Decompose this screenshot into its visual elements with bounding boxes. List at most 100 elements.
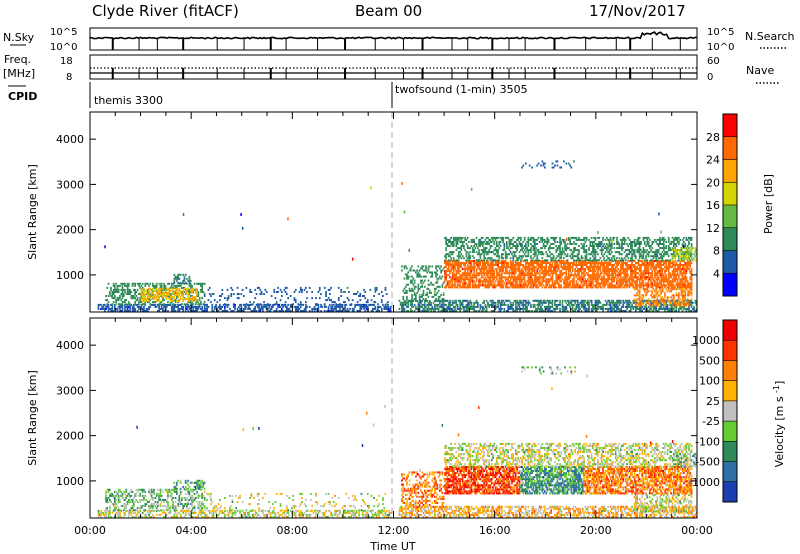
data-cell (186, 287, 188, 290)
data-cell (581, 305, 584, 308)
data-cell (674, 278, 676, 281)
data-cell (454, 266, 456, 269)
data-cell (463, 282, 465, 285)
data-cell (226, 310, 229, 312)
data-cell (563, 260, 565, 262)
data-cell (326, 299, 329, 302)
data-cell (484, 303, 487, 306)
data-cell (647, 274, 650, 277)
data-cell (406, 273, 408, 276)
data-cell (585, 280, 588, 283)
data-cell (141, 291, 144, 293)
data-cell (612, 299, 614, 302)
data-cell (597, 282, 599, 285)
data-cell (561, 303, 564, 306)
data-cell (409, 301, 412, 304)
data-cell (599, 262, 602, 264)
data-cell (514, 251, 517, 254)
data-cell (423, 285, 426, 288)
data-cell (646, 268, 649, 271)
data-cell (143, 307, 145, 310)
data-cell (450, 243, 453, 245)
data-cell (198, 303, 201, 306)
data-cell (446, 260, 449, 262)
data-cell (172, 291, 174, 294)
data-cell (604, 307, 607, 310)
data-cell (583, 274, 585, 277)
data-cell (169, 303, 172, 306)
data-cell (511, 282, 513, 285)
data-cell (502, 284, 504, 287)
data-cell (482, 282, 484, 285)
data-cell (598, 274, 601, 277)
data-cell (482, 236, 484, 239)
data-cell (275, 291, 278, 293)
data-cell (259, 303, 262, 306)
data-cell (527, 255, 530, 258)
data-cell (521, 247, 523, 250)
data-cell (549, 284, 551, 287)
data-cell (482, 310, 484, 312)
data-cell (516, 284, 518, 287)
data-cell (383, 307, 386, 310)
data-cell (465, 253, 468, 256)
data-cell (479, 282, 482, 285)
data-cell (588, 276, 590, 279)
data-cell (527, 270, 530, 273)
data-cell (676, 264, 679, 266)
data-cell (531, 274, 533, 277)
data-cell (569, 305, 571, 308)
data-cell (268, 305, 270, 308)
data-cell (514, 260, 517, 262)
data-cell (145, 282, 148, 285)
data-cell (258, 307, 260, 310)
data-cell (473, 245, 475, 247)
data-cell (662, 276, 665, 279)
data-cell (471, 251, 474, 254)
data-cell (555, 274, 558, 277)
data-cell (186, 291, 188, 294)
data-cell (159, 282, 162, 285)
data-cell (580, 280, 583, 283)
data-cell (201, 297, 203, 300)
data-cell (473, 284, 475, 287)
data-cell (502, 238, 504, 241)
nave-tick-bottom: 0 (707, 72, 713, 83)
data-cell (630, 278, 632, 281)
data-cell (552, 266, 555, 269)
data-cell (115, 301, 117, 304)
data-cell (626, 284, 628, 287)
data-cell (466, 276, 469, 279)
data-cell (388, 310, 391, 312)
data-cell (502, 270, 504, 273)
data-cell (167, 295, 169, 297)
data-cell (487, 241, 489, 243)
data-cell (607, 299, 609, 302)
data-cell (683, 264, 685, 266)
data-cell (174, 289, 177, 292)
data-cell (446, 262, 449, 264)
data-cell (416, 269, 418, 272)
data-cell (541, 303, 544, 306)
data-cell (427, 301, 430, 304)
data-cell (608, 262, 611, 264)
data-cell (485, 284, 488, 287)
data-cell (569, 280, 571, 283)
data-cell (497, 251, 499, 254)
data-cell (602, 264, 604, 266)
data-cell (136, 282, 139, 285)
data-cell (160, 284, 163, 287)
data-cell (298, 307, 301, 310)
data-cell (451, 266, 454, 269)
data-cell (580, 303, 583, 306)
data-cell (186, 282, 188, 285)
data-cell (110, 303, 112, 306)
data-cell (174, 299, 177, 302)
data-cell (646, 276, 649, 279)
data-cell (186, 277, 188, 280)
data-cell (657, 307, 660, 310)
data-cell (509, 280, 512, 283)
data-cell (122, 282, 125, 285)
data-cell (143, 310, 145, 312)
data-cell (157, 293, 159, 296)
